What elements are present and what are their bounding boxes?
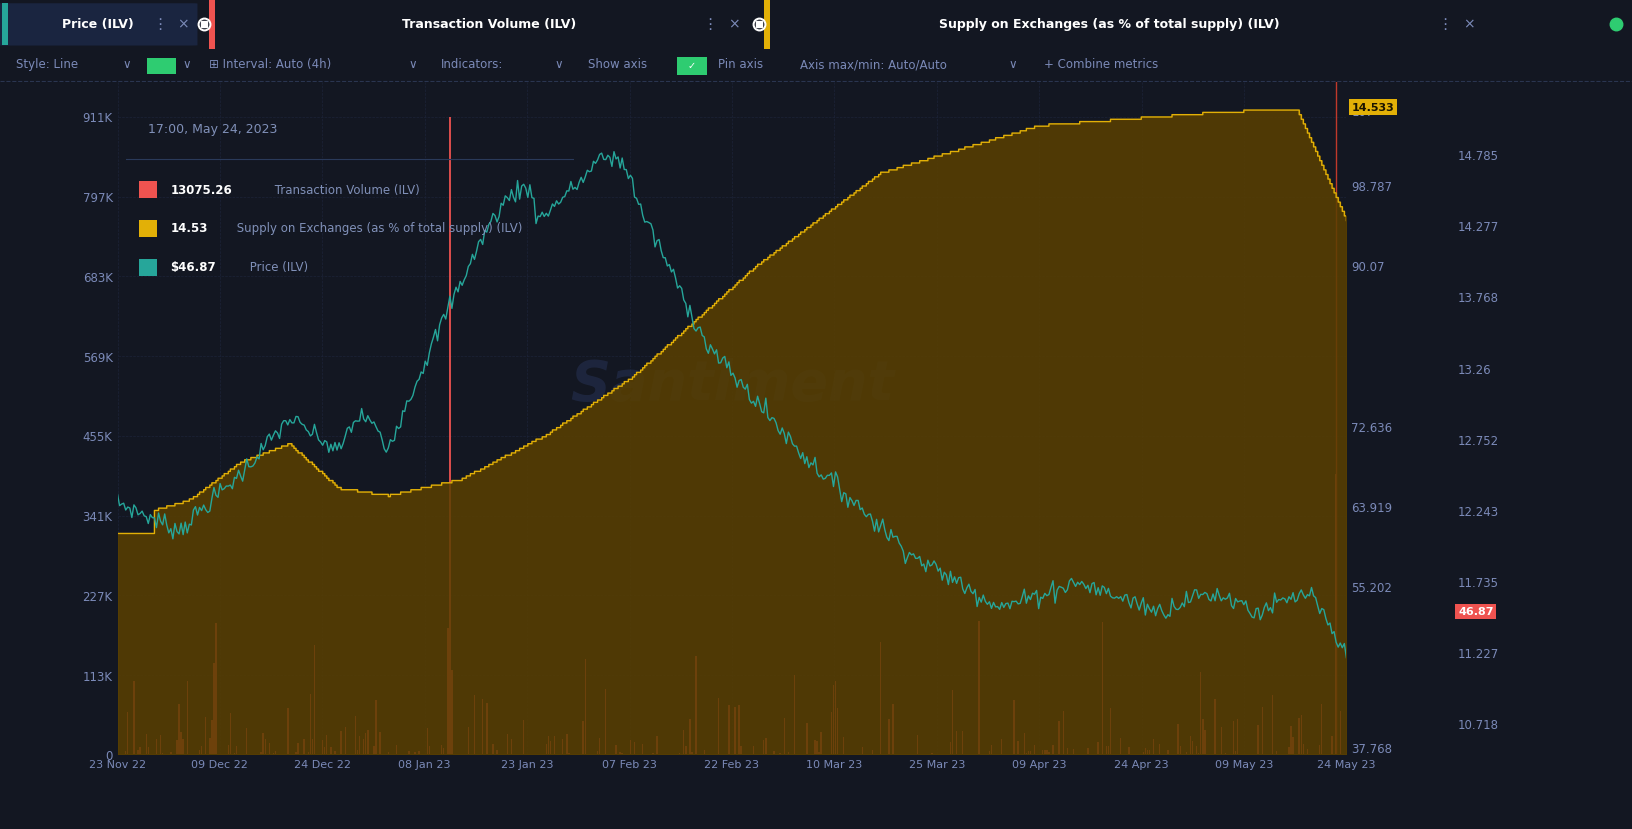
Bar <box>2 4 8 46</box>
Text: Transaction Volume (ILV): Transaction Volume (ILV) <box>403 18 576 32</box>
Text: Supply on Exchanges (as % of total supply) (ILV): Supply on Exchanges (as % of total suppl… <box>233 222 522 235</box>
Text: Price (ILV): Price (ILV) <box>62 18 134 32</box>
Text: ⋮: ⋮ <box>702 17 718 32</box>
Text: ∨: ∨ <box>122 58 131 71</box>
Bar <box>677 57 707 75</box>
Text: Show axis: Show axis <box>588 58 646 71</box>
Text: ✓: ✓ <box>687 61 695 71</box>
Bar <box>764 0 770 50</box>
Text: ×: × <box>176 18 189 32</box>
Bar <box>139 182 157 199</box>
Text: ⋮: ⋮ <box>152 17 168 32</box>
Text: Axis max/min: Auto/Auto: Axis max/min: Auto/Auto <box>800 58 947 71</box>
Text: Supply on Exchanges (as % of total supply) (ILV): Supply on Exchanges (as % of total suppl… <box>940 18 1279 32</box>
Text: ∨: ∨ <box>408 58 416 71</box>
Text: 13075.26: 13075.26 <box>171 183 232 196</box>
Text: Pin axis: Pin axis <box>718 58 764 71</box>
FancyBboxPatch shape <box>0 4 197 46</box>
Text: Indicators:: Indicators: <box>441 58 503 71</box>
Text: 14.53: 14.53 <box>171 222 207 235</box>
Text: ∨: ∨ <box>555 58 563 71</box>
Text: Style: Line: Style: Line <box>16 58 78 71</box>
Text: ⊞ Interval: Auto (4h): ⊞ Interval: Auto (4h) <box>209 58 331 71</box>
Bar <box>209 0 215 50</box>
Text: 14.533: 14.533 <box>1351 103 1395 113</box>
Bar <box>147 58 176 75</box>
Text: Price (ILV): Price (ILV) <box>246 261 308 274</box>
Text: ⋮: ⋮ <box>1436 17 1452 32</box>
Text: + Combine metrics: + Combine metrics <box>1044 58 1159 71</box>
Text: 17:00, May 24, 2023: 17:00, May 24, 2023 <box>149 124 277 136</box>
Bar <box>139 259 157 276</box>
Text: $46.87: $46.87 <box>171 261 215 274</box>
Text: Transaction Volume (ILV): Transaction Volume (ILV) <box>271 183 419 196</box>
Text: ×: × <box>728 18 741 32</box>
Bar <box>139 221 157 237</box>
Text: Santiment: Santiment <box>570 358 894 412</box>
Text: 46.87: 46.87 <box>1457 607 1493 617</box>
Text: ×: × <box>1462 18 1475 32</box>
Text: ∨: ∨ <box>183 58 191 71</box>
Text: ∨: ∨ <box>1009 58 1017 71</box>
